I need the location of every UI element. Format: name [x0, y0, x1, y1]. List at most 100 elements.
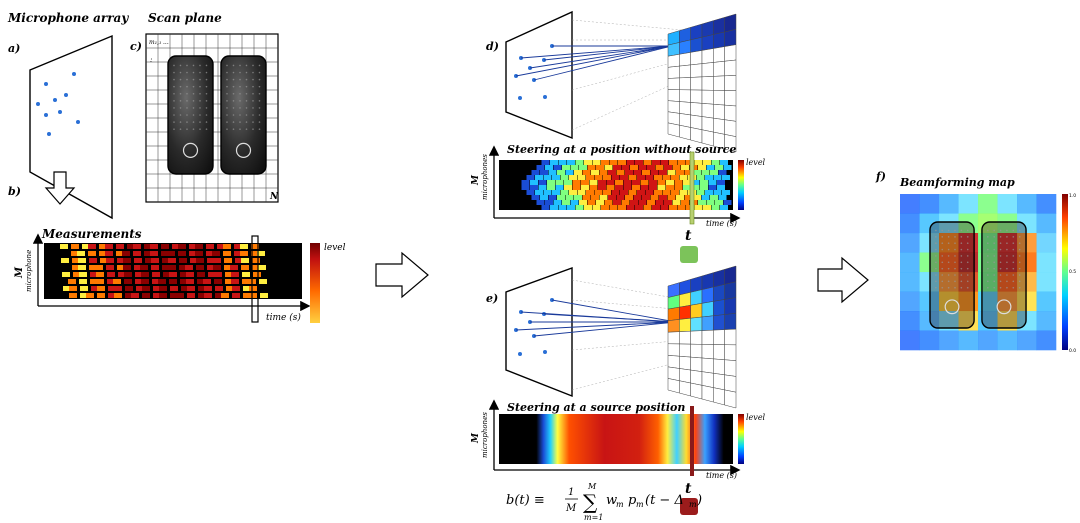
- meas-stripe: [124, 272, 132, 277]
- speaker-hole: [960, 274, 963, 276]
- d-stripe: [637, 190, 645, 195]
- speaker-hole: [186, 121, 188, 123]
- d-stripe: [677, 205, 686, 210]
- speaker-hole: [252, 64, 254, 67]
- meas-stripe: [186, 272, 194, 277]
- beam-cell: [939, 194, 959, 214]
- beam-cell: [919, 330, 940, 351]
- speaker-hole: [232, 128, 235, 130]
- formula-p-sub: m: [636, 500, 644, 509]
- ray: [533, 45, 673, 81]
- meas-stripe: [162, 265, 170, 270]
- d-stripe: [550, 160, 558, 165]
- speaker-hole: [1018, 286, 1021, 289]
- speaker-hole: [960, 286, 963, 289]
- meas-stripe: [86, 293, 94, 298]
- speaker-hole: [935, 261, 937, 264]
- speaker-hole: [179, 71, 182, 74]
- meas-stripe: [169, 279, 177, 284]
- plane-cell: [701, 62, 714, 78]
- speaker-hole: [1018, 236, 1021, 238]
- speaker-hole: [226, 107, 228, 109]
- meas-stripe: [240, 251, 248, 256]
- speaker-hole: [960, 236, 963, 238]
- meas-stripe: [108, 286, 116, 291]
- speaker-hole: [935, 236, 937, 238]
- speaker-hole: [232, 114, 235, 116]
- d-stripe: [569, 190, 577, 195]
- meas-stripe: [180, 279, 188, 284]
- beam-cell: [997, 213, 1018, 234]
- beam-cell: [997, 330, 1018, 351]
- d-stripe: [567, 205, 575, 210]
- colorbar-bottom-tick: 0.0: [1069, 348, 1076, 354]
- e-t-label: t: [685, 481, 692, 497]
- plane-cell: [724, 297, 737, 315]
- d-stripe: [582, 195, 591, 200]
- ray: [551, 299, 677, 323]
- speaker-hole: [179, 92, 182, 95]
- plane-cell: [667, 343, 680, 357]
- d-stripe: [582, 170, 591, 175]
- ray: [520, 45, 673, 59]
- d-stripe: [615, 180, 623, 185]
- speaker-hole: [199, 64, 201, 67]
- d-time-cursor[interactable]: [689, 151, 695, 225]
- measurements-time-cursor[interactable]: [251, 235, 259, 323]
- speaker-hole: [1018, 255, 1021, 257]
- speaker-hole: [1006, 267, 1008, 270]
- d-stripe: [717, 180, 725, 185]
- speaker-hole: [179, 64, 182, 67]
- ray-dashed: [571, 339, 687, 351]
- mic-dot: [44, 113, 48, 117]
- formula-w-sub: m: [616, 500, 624, 509]
- meas-stripe: [225, 279, 233, 284]
- ray-dashed: [571, 59, 683, 91]
- beam-cell: [900, 291, 920, 312]
- beam-cell: [1017, 233, 1037, 253]
- right-arrow-2-icon: [817, 256, 869, 304]
- d-stripe: [547, 180, 555, 185]
- meas-stripe: [89, 258, 97, 263]
- plane-cell: [713, 31, 725, 49]
- beam-cell: [1036, 272, 1057, 292]
- meas-stripe: [141, 279, 149, 284]
- d-stripe: [570, 165, 579, 170]
- d-stripe: [535, 175, 543, 180]
- e-time-cursor[interactable]: [690, 406, 694, 476]
- speaker-hole: [954, 280, 956, 283]
- d-stripe: [589, 180, 598, 185]
- meas-stripe: [79, 279, 87, 284]
- d-stripe: [630, 200, 638, 205]
- d-stripe: [672, 200, 681, 205]
- plane-cell: [667, 89, 680, 102]
- beam-cell: [1017, 272, 1037, 292]
- formula-arg: (t − Δ: [645, 493, 684, 508]
- speaker-hole: [226, 128, 228, 130]
- plane-cell: [679, 343, 691, 358]
- beam-cell: [900, 272, 920, 292]
- meas-stripe: [214, 279, 222, 284]
- d-steering-rays: [515, 19, 683, 131]
- mic-dot: [76, 120, 80, 124]
- plane-cell: [667, 294, 680, 310]
- plane-cell: [724, 13, 737, 33]
- beam-cell: [1017, 291, 1037, 312]
- speaker-hole: [252, 85, 254, 88]
- plane-cell: [724, 119, 737, 137]
- d-stripe: [666, 180, 674, 185]
- speaker-hole: [252, 107, 254, 109]
- d-stripe: [618, 160, 626, 165]
- formula-arg-sub: m: [689, 500, 697, 509]
- plane-cell: [724, 359, 737, 377]
- speaker-hole: [941, 267, 944, 270]
- meas-stripe: [153, 286, 161, 291]
- meas-stripe: [68, 279, 76, 284]
- mic-dot: [72, 72, 76, 76]
- plane-cell: [679, 39, 691, 55]
- d-stripe: [659, 195, 667, 200]
- plane-cell: [713, 387, 725, 406]
- plane-cell: [724, 104, 737, 122]
- e-scan-plane: [667, 265, 737, 409]
- formula-sum-top: M: [587, 482, 597, 491]
